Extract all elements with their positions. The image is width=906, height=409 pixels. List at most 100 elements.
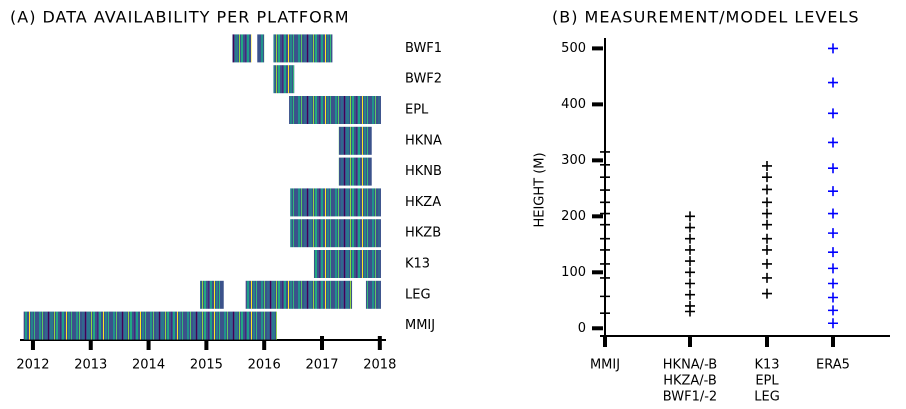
level-marker [762, 288, 772, 299]
x-tick [831, 336, 835, 347]
availability-segment [338, 126, 372, 155]
availability-segment [257, 34, 265, 63]
x-tick-label: HKNA/-B [663, 358, 717, 373]
level-marker [762, 160, 772, 171]
level-marker [762, 197, 772, 208]
level-marker [685, 211, 695, 222]
x-tick [88, 336, 93, 350]
level-marker [600, 258, 610, 269]
level-marker [828, 208, 838, 219]
row-label: EPL [405, 103, 429, 118]
level-marker [828, 318, 838, 329]
level-marker [828, 228, 838, 239]
row-label: HKNB [405, 164, 442, 179]
level-marker [600, 146, 610, 157]
x-tick-label: 2012 [16, 358, 49, 373]
y-tick-label: 500 [561, 41, 586, 56]
x-tick [320, 336, 325, 350]
y-tick-label: 100 [561, 265, 586, 280]
y-tick [592, 102, 603, 107]
availability-segment [273, 34, 333, 63]
y-tick [592, 270, 603, 275]
x-tick-label: LEG [754, 390, 780, 405]
y-tick-label: 200 [561, 209, 586, 224]
level-marker [828, 137, 838, 148]
level-marker [828, 108, 838, 119]
row-label: HKNA [405, 133, 442, 148]
availability-segment [289, 96, 381, 124]
y-axis-label: HEIGHT (M) [533, 152, 548, 227]
x-tick-label: ERA5 [816, 358, 850, 373]
row-label: LEG [405, 287, 431, 302]
level-marker [762, 208, 772, 219]
level-marker [828, 292, 838, 303]
row-label: BWF1 [405, 41, 442, 56]
x-tick-label: 2018 [363, 358, 396, 373]
level-marker [685, 289, 695, 300]
x-tick [204, 336, 209, 350]
level-marker [828, 305, 838, 316]
y-tick [592, 214, 603, 219]
x-tick-label: HKZA/-B [663, 374, 717, 389]
level-marker [762, 244, 772, 255]
level-marker [685, 222, 695, 233]
y-tick-label: 0 [578, 321, 586, 336]
x-tick-label: 2013 [74, 358, 107, 373]
level-marker [685, 278, 695, 289]
level-marker [600, 244, 610, 255]
level-marker [762, 272, 772, 283]
x-tick [262, 336, 267, 350]
x-tick [765, 336, 769, 347]
x-tick [603, 336, 607, 347]
level-marker [600, 233, 610, 244]
level-marker [685, 244, 695, 255]
availability-segment [273, 65, 295, 94]
level-marker [828, 77, 838, 88]
level-marker [762, 172, 772, 183]
level-marker [600, 219, 610, 230]
x-tick-label: BWF1/-2 [663, 390, 717, 405]
panel-a-title: (A) DATA AVAILABILITY PER PLATFORM [10, 8, 350, 27]
row-label: BWF2 [405, 72, 442, 87]
level-marker [762, 233, 772, 244]
level-marker [600, 291, 610, 302]
level-marker [828, 278, 838, 289]
y-tick-label: 300 [561, 153, 586, 168]
level-marker [762, 219, 772, 230]
x-tick-label: EPL [755, 374, 779, 389]
row-label: MMIJ [405, 318, 435, 333]
availability-segment [232, 34, 252, 63]
row-label: HKZA [405, 195, 441, 210]
level-marker [600, 208, 610, 219]
x-tick-label: 2016 [248, 358, 281, 373]
y-tick [592, 158, 603, 163]
level-marker [762, 184, 772, 195]
y-tick-label: 400 [561, 97, 586, 112]
x-tick [688, 336, 692, 347]
availability-segment [290, 188, 381, 217]
availability-segment [23, 311, 277, 340]
level-marker [828, 43, 838, 54]
availability-segment [200, 280, 224, 309]
level-marker [600, 172, 610, 183]
x-tick-label: 2015 [190, 358, 223, 373]
level-marker [600, 197, 610, 208]
panel-b-title: (B) MEASUREMENT/MODEL LEVELS [552, 8, 860, 27]
level-marker [600, 272, 610, 283]
level-marker [600, 185, 610, 196]
availability-segment [290, 219, 381, 248]
availability-segment [338, 157, 372, 186]
level-marker [828, 186, 838, 197]
level-marker [600, 159, 610, 170]
row-label: HKZB [405, 226, 441, 241]
level-marker [600, 308, 610, 319]
y-tick [592, 326, 603, 331]
level-marker [762, 258, 772, 269]
x-tick-label: K13 [754, 358, 779, 373]
x-tick [377, 336, 382, 350]
x-tick-label: MMIJ [590, 358, 620, 373]
level-marker [685, 256, 695, 267]
y-tick [592, 46, 603, 51]
row-label: K13 [405, 257, 430, 272]
